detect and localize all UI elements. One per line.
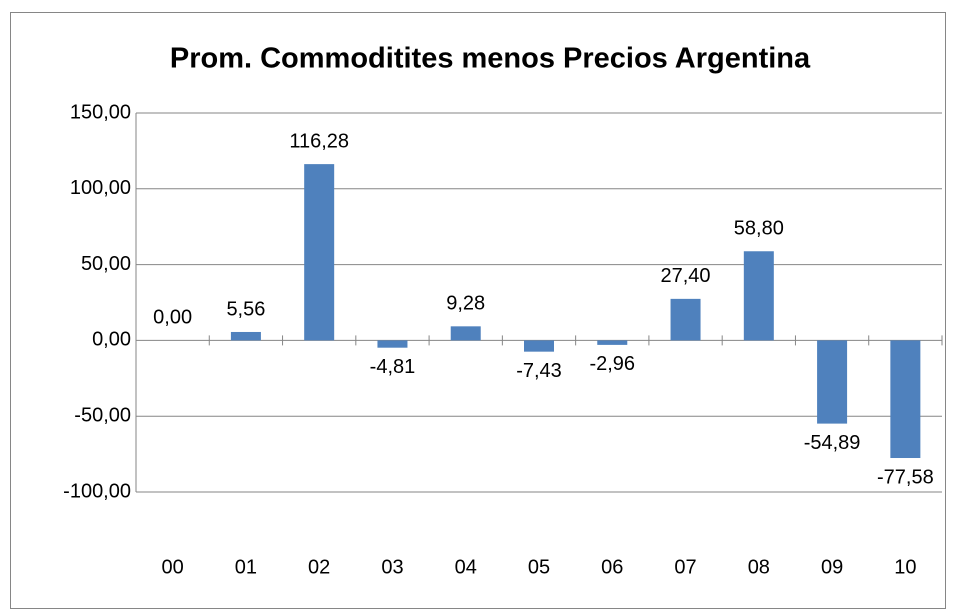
x-tick-label: 06 <box>601 556 623 578</box>
y-tick-label: 100,00 <box>70 177 131 199</box>
y-tick-label: -50,00 <box>74 404 131 426</box>
x-tick-label: 04 <box>455 556 477 578</box>
data-label: 27,40 <box>661 265 711 287</box>
y-tick-label: -100,00 <box>63 480 131 502</box>
x-tick-label: 10 <box>894 556 916 578</box>
data-label: -77,58 <box>877 466 934 488</box>
chart-title: Prom. Commoditites menos Precios Argenti… <box>170 43 811 75</box>
data-label: -54,89 <box>804 432 861 454</box>
bar <box>597 340 628 345</box>
x-tick-label: 02 <box>308 556 330 578</box>
y-tick-label: 0,00 <box>92 329 131 351</box>
data-label: -4,81 <box>370 356 416 378</box>
data-label: -7,43 <box>516 360 562 382</box>
bar <box>890 340 921 459</box>
y-tick-label: 50,00 <box>81 253 131 275</box>
x-tick-label: 09 <box>821 556 843 578</box>
x-tick-label: 03 <box>381 556 403 578</box>
bar <box>743 251 774 341</box>
data-label: -2,96 <box>589 353 635 375</box>
bar <box>670 298 701 341</box>
bar <box>230 331 261 341</box>
data-label: 0,00 <box>153 307 192 329</box>
bar <box>450 326 481 341</box>
data-label: 5,56 <box>226 298 265 320</box>
x-tick-label: 00 <box>162 556 184 578</box>
x-tick-label: 07 <box>674 556 696 578</box>
bar <box>817 340 848 424</box>
data-label: 58,80 <box>734 218 784 240</box>
bar <box>304 164 335 341</box>
bar <box>524 340 554 352</box>
data-label: 9,28 <box>446 293 485 315</box>
x-tick-label: 05 <box>528 556 550 578</box>
data-label: 116,28 <box>289 130 349 152</box>
x-tick-label: 01 <box>235 556 257 578</box>
x-tick-label: 08 <box>748 556 770 578</box>
bar <box>377 340 408 348</box>
y-tick-label: 150,00 <box>70 101 131 123</box>
chart-border <box>10 12 946 609</box>
